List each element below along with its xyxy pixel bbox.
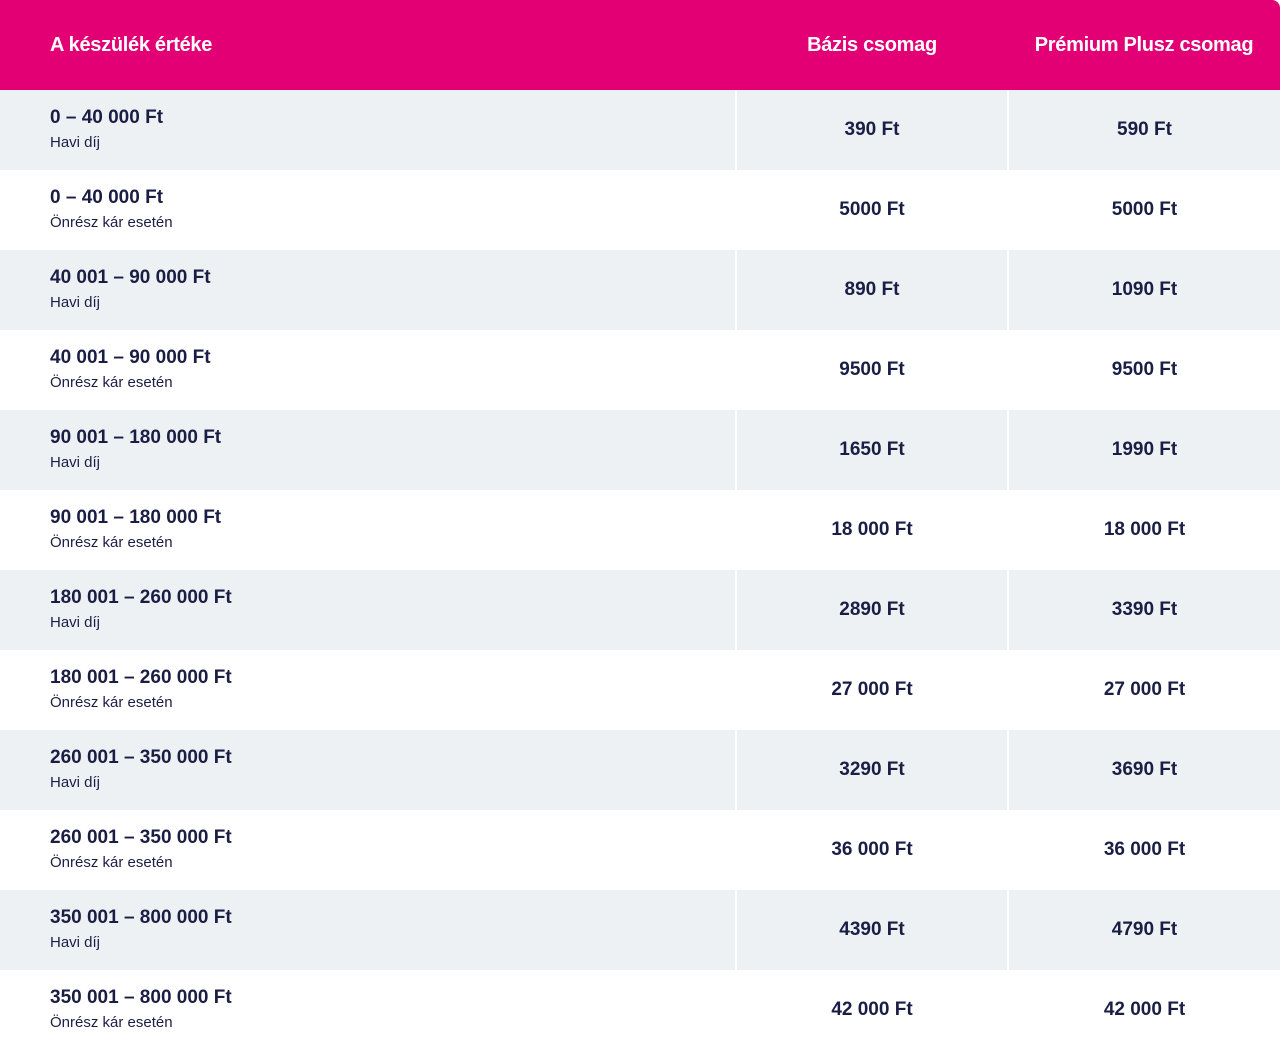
bazis-price: 2890 Ft	[737, 570, 1007, 650]
bazis-price: 890 Ft	[737, 250, 1007, 330]
fee-type: Önrész kár esetén	[50, 1014, 173, 1031]
value-range-cell: 260 001 – 350 000 Ft Önrész kár esetén	[0, 810, 735, 890]
premium-price: 3390 Ft	[1009, 570, 1280, 650]
fee-type: Önrész kár esetén	[50, 694, 173, 711]
value-range-cell: 260 001 – 350 000 Ft Havi díj	[0, 730, 735, 810]
bazis-price: 3290 Ft	[737, 730, 1007, 810]
table-header: A készülék értéke Bázis csomag Prémium P…	[0, 0, 1280, 90]
table-row: 350 001 – 800 000 Ft Havi díj 4390 Ft 47…	[0, 890, 1280, 970]
value-range-cell: 180 001 – 260 000 Ft Önrész kár esetén	[0, 650, 735, 730]
value-range: 40 001 – 90 000 Ft	[50, 267, 211, 288]
header-premium-plus-package: Prémium Plusz csomag	[1034, 33, 1254, 56]
premium-price: 18 000 Ft	[1103, 519, 1186, 540]
bazis-price: 27 000 Ft	[831, 679, 913, 700]
bazis-price: 18 000 Ft	[831, 519, 913, 540]
table-row: 180 001 – 260 000 Ft Havi díj 2890 Ft 33…	[0, 570, 1280, 650]
value-range-cell: 0 – 40 000 Ft Önrész kár esetén	[0, 170, 735, 250]
value-range: 350 001 – 800 000 Ft	[50, 907, 232, 928]
fee-type: Havi díj	[50, 454, 101, 471]
value-range-cell: 350 001 – 800 000 Ft Önrész kár esetén	[0, 970, 735, 1050]
bazis-price: 36 000 Ft	[831, 839, 913, 860]
value-range: 260 001 – 350 000 Ft	[50, 747, 232, 768]
fee-type: Önrész kár esetén	[50, 214, 173, 231]
header-device-value: A készülék értéke	[50, 33, 213, 56]
table-row: 0 – 40 000 Ft Önrész kár esetén 5000 Ft …	[0, 170, 1280, 250]
value-range: 180 001 – 260 000 Ft	[50, 667, 232, 688]
fee-type: Havi díj	[50, 614, 101, 631]
table-row: 350 001 – 800 000 Ft Önrész kár esetén 4…	[0, 970, 1280, 1050]
header-bazis-package: Bázis csomag	[807, 33, 937, 56]
value-range-cell: 0 – 40 000 Ft Havi díj	[0, 90, 735, 170]
value-range: 180 001 – 260 000 Ft	[50, 587, 232, 608]
table-row: 90 001 – 180 000 Ft Havi díj 1650 Ft 199…	[0, 410, 1280, 490]
value-range-cell: 350 001 – 800 000 Ft Havi díj	[0, 890, 735, 970]
table-row: 90 001 – 180 000 Ft Önrész kár esetén 18…	[0, 490, 1280, 570]
fee-type: Havi díj	[50, 134, 101, 151]
premium-price: 42 000 Ft	[1103, 999, 1186, 1020]
fee-type: Önrész kár esetén	[50, 854, 173, 871]
fee-type: Önrész kár esetén	[50, 374, 173, 391]
value-range-cell: 40 001 – 90 000 Ft Havi díj	[0, 250, 735, 330]
bazis-price: 4390 Ft	[737, 890, 1007, 970]
table-row: 260 001 – 350 000 Ft Önrész kár esetén 3…	[0, 810, 1280, 890]
value-range: 0 – 40 000 Ft	[50, 187, 164, 208]
table-row: 0 – 40 000 Ft Havi díj 390 Ft 590 Ft	[0, 90, 1280, 170]
premium-price: 9500 Ft	[1111, 359, 1178, 380]
value-range: 90 001 – 180 000 Ft	[50, 427, 222, 448]
value-range-cell: 90 001 – 180 000 Ft Havi díj	[0, 410, 735, 490]
value-range-cell: 180 001 – 260 000 Ft Havi díj	[0, 570, 735, 650]
bazis-price: 9500 Ft	[839, 359, 905, 380]
premium-price: 1990 Ft	[1009, 410, 1280, 490]
premium-price: 5000 Ft	[1111, 199, 1178, 220]
value-range: 260 001 – 350 000 Ft	[50, 827, 232, 848]
table-row: 40 001 – 90 000 Ft Havi díj 890 Ft 1090 …	[0, 250, 1280, 330]
bazis-price: 1650 Ft	[737, 410, 1007, 490]
bazis-price: 5000 Ft	[839, 199, 905, 220]
fee-type: Havi díj	[50, 934, 101, 951]
value-range-cell: 40 001 – 90 000 Ft Önrész kár esetén	[0, 330, 735, 410]
premium-price: 36 000 Ft	[1103, 839, 1186, 860]
bazis-price: 42 000 Ft	[831, 999, 913, 1020]
fee-type: Havi díj	[50, 294, 101, 311]
value-range: 90 001 – 180 000 Ft	[50, 507, 222, 528]
table-row: 180 001 – 260 000 Ft Önrész kár esetén 2…	[0, 650, 1280, 730]
bazis-price: 390 Ft	[737, 90, 1007, 170]
premium-price: 3690 Ft	[1009, 730, 1280, 810]
value-range: 40 001 – 90 000 Ft	[50, 347, 211, 368]
premium-price: 1090 Ft	[1009, 250, 1280, 330]
fee-type: Önrész kár esetén	[50, 534, 173, 551]
table-row: 40 001 – 90 000 Ft Önrész kár esetén 950…	[0, 330, 1280, 410]
value-range: 350 001 – 800 000 Ft	[50, 987, 232, 1008]
table-row: 260 001 – 350 000 Ft Havi díj 3290 Ft 36…	[0, 730, 1280, 810]
value-range-cell: 90 001 – 180 000 Ft Önrész kár esetén	[0, 490, 735, 570]
value-range: 0 – 40 000 Ft	[50, 107, 164, 128]
premium-price: 27 000 Ft	[1103, 679, 1186, 700]
premium-price: 4790 Ft	[1009, 890, 1280, 970]
premium-price: 590 Ft	[1009, 90, 1280, 170]
fee-type: Havi díj	[50, 774, 101, 791]
